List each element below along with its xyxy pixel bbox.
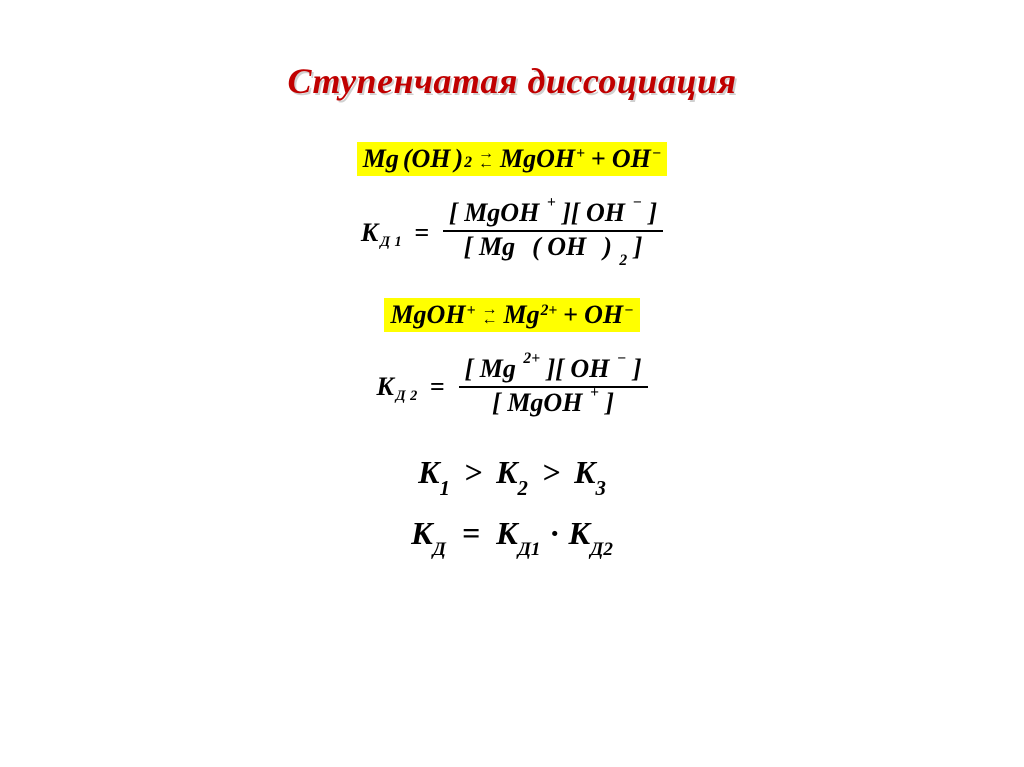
k1-den-inner: OH bbox=[547, 232, 586, 261]
equilibrium-arrows-icon: → ← bbox=[478, 149, 494, 169]
k-d1-expression: K Д 1 = [ MgOH + ][ OH − ] [ Mg ( OH ) 2… bbox=[361, 198, 663, 268]
page-title: Ступенчатая диссоциация bbox=[287, 60, 736, 102]
eq1-r2-charge: − bbox=[652, 145, 661, 163]
rel-K2: K bbox=[496, 454, 517, 490]
eq1-r2: OH bbox=[612, 144, 651, 174]
arrow-left-icon: ← bbox=[478, 159, 494, 169]
k1-den-close: ] bbox=[634, 232, 643, 261]
rel-K3: K bbox=[574, 454, 595, 490]
eq1-r1: MgOH bbox=[500, 144, 575, 174]
k1-num-mid: ][ bbox=[562, 198, 579, 227]
eq2-r1: Mg bbox=[503, 300, 539, 330]
k1-num-b-charge: − bbox=[633, 194, 642, 211]
eq1-paren-close: ) bbox=[455, 144, 464, 174]
arrow-left-icon: ← bbox=[481, 315, 497, 325]
k2-den-a-charge: + bbox=[590, 384, 599, 401]
k1-num-b: OH bbox=[586, 198, 625, 227]
equals-sign: = bbox=[462, 515, 480, 551]
k2-num-b-charge: − bbox=[617, 350, 626, 367]
plus-sign: + bbox=[591, 144, 606, 174]
eq1-lhs-sub: 2 bbox=[464, 154, 472, 172]
equals-sign: = bbox=[414, 218, 429, 248]
plus-sign: + bbox=[563, 300, 578, 330]
k1-den-a: Mg bbox=[479, 232, 515, 261]
product-relation: КД = КД1 · КД2 bbox=[411, 515, 613, 557]
prod-K2: К bbox=[569, 515, 591, 551]
eq2-r2: OH bbox=[584, 300, 623, 330]
fraction-k2: [ Mg 2+ ][ OH − ] [ MgOH + ] bbox=[459, 354, 648, 420]
equation-1: Mg ( OH ) 2 → ← MgOH + + OH − bbox=[357, 142, 668, 176]
k2-num-b: OH bbox=[570, 354, 609, 383]
k1-num-a: MgOH bbox=[464, 198, 539, 227]
k2-num-a-charge: 2+ bbox=[523, 350, 540, 367]
eq2-lhs-charge: + bbox=[467, 302, 476, 320]
equation-2: MgOH + → ← Mg 2+ + OH − bbox=[384, 298, 639, 332]
fraction-k1: [ MgOH + ][ OH − ] [ Mg ( OH ) 2 ] bbox=[443, 198, 663, 268]
eq2-r1-charge: 2+ bbox=[541, 302, 558, 320]
constants-relation: K1 > K2 > K3 bbox=[418, 454, 606, 496]
equals-sign: = bbox=[430, 372, 445, 402]
k1-num-a-charge: + bbox=[547, 194, 556, 211]
k2-num-a: Mg bbox=[480, 354, 516, 383]
k1-den-sub: 2 bbox=[619, 252, 627, 269]
k2-num-close: ] bbox=[633, 354, 642, 383]
eq1-paren-open: ( bbox=[403, 144, 412, 174]
k2-den-close: ] bbox=[605, 388, 614, 417]
eq1-lhs-species: Mg bbox=[363, 144, 399, 174]
prod-sub-lhs: Д bbox=[433, 539, 446, 560]
gt-sign: > bbox=[542, 454, 560, 490]
eq1-lhs-inner: OH bbox=[412, 144, 451, 174]
equilibrium-arrows-icon: → ← bbox=[481, 305, 497, 325]
prod-Klhs: К bbox=[411, 515, 433, 551]
k-sub-d1: Д 1 bbox=[380, 234, 402, 251]
k1-den-paren-o: ( bbox=[532, 232, 541, 261]
k1-den-paren-c: ) bbox=[603, 232, 612, 261]
k-symbol: K bbox=[376, 372, 393, 402]
gt-sign: > bbox=[464, 454, 482, 490]
rel-sub1: 1 bbox=[439, 477, 449, 500]
k1-num-close: ] bbox=[648, 198, 657, 227]
k1-num-open: [ bbox=[449, 198, 458, 227]
k2-den-a: MgOH bbox=[507, 388, 582, 417]
k1-den-open: [ bbox=[464, 232, 473, 261]
prod-sub2: Д2 bbox=[590, 539, 613, 560]
k-sub-d2: Д 2 bbox=[396, 388, 418, 405]
eq1-r1-charge: + bbox=[576, 145, 585, 163]
rel-sub2: 2 bbox=[517, 477, 527, 500]
rel-sub3: 3 bbox=[595, 477, 605, 500]
k2-num-mid: ][ bbox=[547, 354, 564, 383]
prod-K1: К bbox=[496, 515, 518, 551]
eq2-r2-charge: − bbox=[624, 302, 633, 320]
prod-sub1: Д1 bbox=[518, 539, 541, 560]
k2-num-open: [ bbox=[465, 354, 474, 383]
rel-K1: K bbox=[418, 454, 439, 490]
k-d2-expression: K Д 2 = [ Mg 2+ ][ OH − ] [ MgOH + ] bbox=[376, 354, 647, 420]
dot-sign: · bbox=[551, 515, 559, 551]
k2-den-open: [ bbox=[492, 388, 501, 417]
eq2-lhs: MgOH bbox=[390, 300, 465, 330]
k-symbol: K bbox=[361, 218, 378, 248]
